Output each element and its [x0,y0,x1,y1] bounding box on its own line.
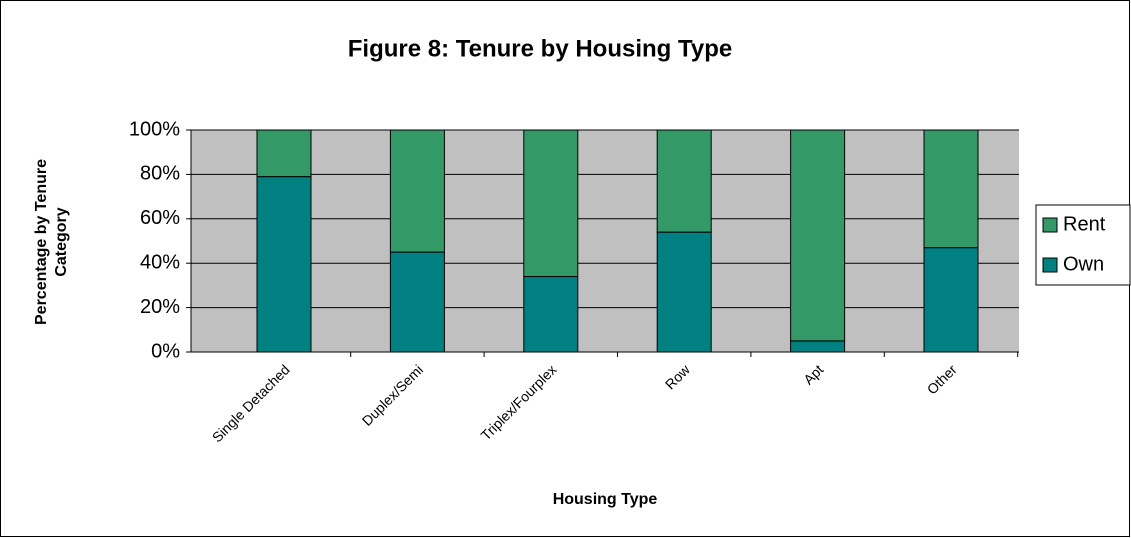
y-tick-label: 40% [140,251,180,273]
y-tick-label: 20% [140,296,180,318]
bar-segment [389,251,445,353]
legend-label: Own [1063,253,1104,275]
bar-segment [790,340,846,353]
bar-segment [523,129,579,278]
bar-segment [790,129,846,342]
legend-swatch [1042,217,1058,233]
y-axis-title-line: Category [53,207,70,276]
chart-title: Figure 8: Tenure by Housing Type [348,35,732,62]
bar-segment [389,129,445,253]
y-tick-label: 80% [140,163,180,185]
y-tick-label: 60% [140,207,180,229]
y-axis-title-line: Percentage by Tenure [33,159,50,325]
bar-segment [256,129,312,178]
plot-area [191,130,1019,352]
bar-segment [656,231,712,353]
x-axis-title: Housing Type [553,491,658,508]
bar-segment [523,276,579,353]
bar-segment [923,129,979,249]
y-tick-label: 100% [129,118,180,140]
bar-segment [256,176,312,353]
y-tick-label: 0% [151,340,180,362]
legend-swatch [1042,257,1058,273]
legend-label: Rent [1063,213,1106,235]
y-axis-title: Percentage by Tenure Category [33,159,70,325]
bar-segment [923,247,979,353]
bar-segment [656,129,712,233]
